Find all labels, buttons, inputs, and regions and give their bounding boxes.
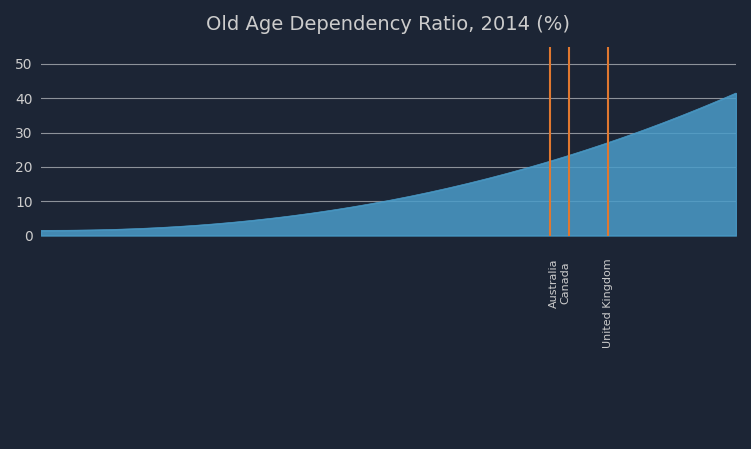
Text: United Kingdom: United Kingdom xyxy=(603,258,613,348)
Text: Australia
Canada: Australia Canada xyxy=(548,258,570,308)
Title: Old Age Dependency Ratio, 2014 (%): Old Age Dependency Ratio, 2014 (%) xyxy=(207,15,571,34)
